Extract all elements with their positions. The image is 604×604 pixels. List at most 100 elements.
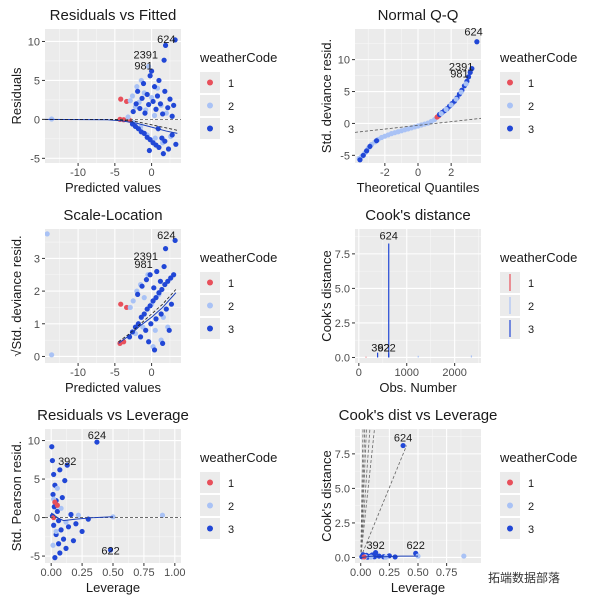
y-tick-label: 1 — [34, 319, 40, 331]
panel-resid-leverage: 0.00 0.25 0.50 0.75 1.00 -5 0 5 10 624 392 622 Resid… — [9, 407, 189, 595]
legend-3: weatherCode 1 2 3 — [499, 250, 577, 339]
data-point-3 — [360, 152, 366, 158]
data-point-2 — [53, 528, 59, 535]
plot-area — [45, 231, 178, 358]
y-axis-label: Std. Pearson resid. — [9, 441, 24, 552]
cook-contour-line — [360, 429, 366, 558]
legend-key-point-1 — [507, 479, 513, 486]
data-point-3 — [373, 138, 380, 144]
data-point-3 — [52, 555, 58, 561]
legend-1: weatherCode 1 2 3 — [499, 50, 577, 139]
x-tick-label: -10 — [70, 167, 86, 179]
data-point-3 — [73, 521, 79, 527]
legend-label: 3 — [528, 324, 534, 336]
y-tick-label: 3 — [34, 253, 40, 265]
data-point-3 — [151, 285, 157, 291]
data-point-3 — [153, 295, 159, 301]
data-point-3 — [161, 57, 167, 63]
legend-key-point-1 — [207, 79, 213, 86]
legend-title: weatherCode — [499, 50, 577, 65]
outlier-label: 624 — [380, 230, 398, 242]
data-point-3 — [146, 147, 152, 154]
smooth-line — [360, 555, 418, 558]
outlier-label: 622 — [101, 546, 119, 558]
data-point-3 — [150, 98, 156, 105]
legend-key-point-2 — [507, 502, 513, 509]
data-point-2 — [50, 542, 56, 548]
data-point-2 — [130, 298, 136, 304]
data-point-3 — [51, 471, 57, 478]
y-tick-label: 2.5 — [335, 518, 350, 530]
legend-label: 1 — [528, 78, 534, 90]
outlier-label: 392 — [58, 456, 76, 468]
legend-label: 2 — [528, 501, 534, 513]
x-tick-label: -2 — [380, 167, 390, 179]
cook-contour-line — [360, 429, 371, 558]
x-axis-label: Leverage — [391, 580, 445, 595]
data-point-3 — [147, 73, 153, 79]
data-point-2 — [159, 512, 166, 518]
data-point-2 — [45, 231, 50, 237]
data-point-3 — [153, 106, 159, 112]
data-point-3 — [465, 74, 472, 80]
y-tick-label: 0 — [34, 114, 40, 126]
data-point-3 — [57, 467, 63, 473]
reference-line — [355, 117, 481, 133]
data-point-3 — [156, 144, 162, 151]
data-point-2 — [463, 81, 469, 87]
panel-title: Residuals vs Fitted — [50, 7, 177, 24]
data-point-2 — [125, 114, 131, 120]
legend-key-point-1 — [207, 479, 213, 486]
legend-title: weatherCode — [199, 50, 277, 65]
legend-key-point-3 — [207, 125, 213, 132]
outlier-label: 2391 — [133, 50, 157, 62]
data-point-3 — [140, 80, 147, 87]
data-point-3 — [143, 277, 150, 283]
y-tick-label: 2 — [34, 286, 40, 298]
data-point-3 — [154, 93, 161, 99]
x-axis-label: Predicted values — [65, 380, 162, 395]
legend-key-point-1 — [207, 279, 213, 286]
panel-background — [355, 229, 481, 363]
data-point-3 — [148, 68, 155, 74]
legend-key-point-3 — [507, 125, 513, 132]
y-tick-label: 0.0 — [335, 352, 350, 364]
data-point-3 — [65, 524, 72, 530]
legend-label: 2 — [228, 101, 234, 113]
legend-title: weatherCode — [499, 450, 577, 465]
x-tick-label: 0 — [356, 367, 362, 379]
legend-label: 1 — [528, 478, 534, 490]
outlier-label: 981 — [450, 68, 468, 80]
data-point-2 — [49, 352, 55, 358]
data-point-3 — [137, 105, 143, 112]
outlier-label: 622 — [407, 540, 425, 552]
data-point-3 — [139, 283, 145, 289]
data-point-3 — [171, 272, 177, 278]
data-point-3 — [56, 541, 62, 547]
data-point-3 — [157, 101, 164, 107]
data-point-3 — [156, 77, 162, 84]
data-point-3 — [153, 316, 159, 322]
data-point-2 — [443, 106, 449, 112]
legend-5: weatherCode 1 2 3 — [499, 450, 577, 539]
data-point-2 — [458, 89, 464, 95]
y-tick-label: -5 — [30, 551, 40, 563]
data-point-3 — [154, 268, 160, 275]
data-point-2 — [152, 327, 158, 333]
data-point-3 — [357, 157, 363, 163]
data-point-3 — [139, 95, 145, 101]
panel-cooks-leverage: 0.00 0.25 0.50 0.75 0.0 2.5 5.0 7.5 624 392 622 Coo… — [319, 407, 497, 595]
data-point-3 — [151, 84, 158, 90]
x-tick-label: -5 — [110, 367, 120, 379]
legend-label: 2 — [528, 301, 534, 313]
y-tick-label: 0.0 — [335, 552, 350, 564]
legend-key-point-2 — [207, 102, 213, 109]
smooth-line-dashed — [45, 118, 178, 131]
legend-2: weatherCode 1 2 3 — [199, 250, 277, 339]
panel-title: Residuals vs Leverage — [37, 407, 189, 424]
data-point-3 — [51, 522, 57, 528]
y-tick-label: 5 — [34, 474, 40, 486]
y-axis-label: Cook's distance — [319, 450, 334, 541]
